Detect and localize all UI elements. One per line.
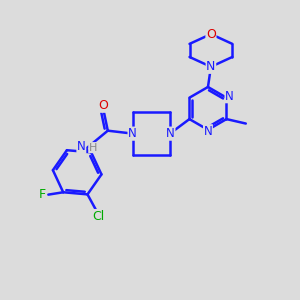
Text: N: N (166, 127, 175, 140)
Text: N: N (128, 127, 137, 140)
Text: Cl: Cl (92, 210, 104, 223)
Text: H: H (89, 142, 97, 153)
Text: N: N (204, 125, 212, 138)
Text: N: N (206, 60, 216, 73)
Text: N: N (225, 90, 234, 103)
Text: O: O (98, 99, 108, 112)
Text: O: O (206, 28, 216, 40)
Text: N: N (77, 140, 86, 153)
Text: F: F (39, 188, 46, 201)
